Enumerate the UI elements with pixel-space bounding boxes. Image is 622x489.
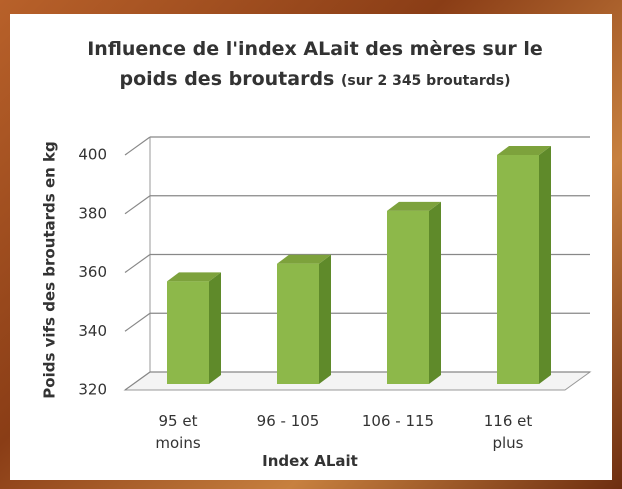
y-tick-label: 320 bbox=[78, 381, 107, 399]
bar-side bbox=[209, 272, 221, 384]
grid-line-side bbox=[125, 137, 150, 155]
bar-side bbox=[319, 255, 331, 384]
bar bbox=[497, 155, 539, 384]
chart-subtitle: (sur 2 345 broutards) bbox=[341, 73, 511, 89]
x-tick-label: 96 - 105 bbox=[248, 410, 328, 432]
bar-group bbox=[387, 202, 441, 384]
x-tick-label: 95 et moins bbox=[148, 410, 208, 454]
x-axis-label: Index ALait bbox=[200, 452, 420, 470]
y-tick-label: 380 bbox=[78, 204, 107, 222]
bar bbox=[387, 211, 429, 384]
bar-side bbox=[539, 146, 551, 384]
x-tick-label: 106 - 115 bbox=[358, 410, 438, 432]
y-tick-label: 360 bbox=[78, 263, 107, 281]
bar-group bbox=[277, 255, 331, 384]
x-tick-label: 116 et plus bbox=[478, 410, 538, 454]
grid-line-side bbox=[125, 255, 150, 273]
chart-title-block: Influence de l'index ALait des mères sur… bbox=[80, 34, 550, 96]
grid-line-side bbox=[125, 313, 150, 331]
y-tick-label: 340 bbox=[78, 322, 107, 340]
y-axis-label: Poids vifs des broutards en kg bbox=[41, 141, 59, 398]
page: Poids vifs des broutards en kg 320 340 360… bbox=[0, 0, 622, 489]
bar bbox=[277, 264, 319, 384]
bar-group bbox=[497, 146, 551, 384]
bar-group bbox=[167, 272, 221, 384]
y-tick-label: 400 bbox=[78, 146, 107, 164]
grid-line-side bbox=[125, 196, 150, 214]
bar bbox=[167, 281, 209, 384]
bar-side bbox=[429, 202, 441, 384]
